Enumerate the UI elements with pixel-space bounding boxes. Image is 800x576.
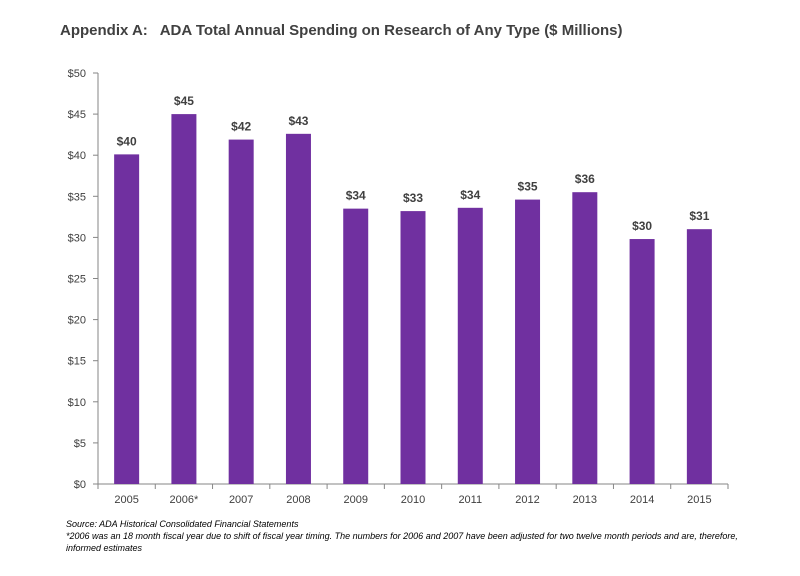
fiscal-year-note: *2006 was an 18 month fiscal year due to… — [66, 531, 738, 553]
bar-2005 — [114, 154, 140, 485]
x-tick-label: 2008 — [286, 494, 310, 506]
bar-chart: $0 $5 $10 $15 $20 $25 $30 $35 $40 $45 $50 2005 2006… — [68, 68, 729, 506]
x-axis: 2005 2006* 2007 2008 2009 2010 2011 2012 2013 201… — [97, 483, 729, 506]
y-tick-label: $0 — [74, 479, 86, 491]
y-tick-label: $30 — [68, 232, 86, 244]
x-tick-label: 2011 — [458, 494, 482, 506]
y-tick-label: $15 — [68, 356, 86, 368]
y-axis: $0 $5 $10 $15 $20 $25 $30 $35 $40 $45 $50 — [68, 68, 99, 491]
y-tick-label: $45 — [68, 109, 86, 121]
data-label: $34 — [460, 188, 480, 202]
y-tick-label: $20 — [68, 315, 86, 327]
x-tick-label: 2006* — [170, 494, 199, 506]
data-labels: $40 $45 $42 $43 $34 $33 $34 $35 $36 $30 $31 — [117, 94, 710, 233]
bars — [114, 114, 712, 485]
y-tick-label: $5 — [74, 438, 86, 450]
bar-2011 — [457, 207, 483, 485]
bar-2015 — [686, 229, 712, 484]
y-tick-label: $35 — [68, 191, 86, 203]
x-tick-label: 2015 — [687, 494, 711, 506]
bar-2008 — [285, 133, 311, 484]
bar-2010 — [400, 211, 426, 484]
bar-2014 — [629, 239, 655, 484]
data-label: $43 — [288, 114, 308, 128]
bar-2007 — [228, 139, 254, 484]
data-label: $40 — [117, 134, 137, 148]
data-label: $30 — [632, 219, 652, 233]
data-label: $31 — [689, 209, 709, 223]
data-label: $33 — [403, 191, 423, 205]
y-tick-label: $50 — [68, 68, 86, 80]
x-tick-label: 2012 — [515, 494, 539, 506]
data-label: $34 — [346, 189, 366, 203]
chart-title: Appendix A: ADA Total Annual Spending on… — [60, 22, 623, 39]
data-label: $35 — [518, 180, 538, 194]
x-tick-label: 2005 — [114, 494, 138, 506]
x-tick-label: 2013 — [573, 494, 597, 506]
source-note: Source: ADA Historical Consolidated Fina… — [66, 519, 299, 529]
x-tick-label: 2009 — [343, 494, 367, 506]
x-tick-label: 2007 — [229, 494, 253, 506]
bar-2006 — [171, 114, 197, 484]
footnotes: Source: ADA Historical Consolidated Fina… — [66, 518, 766, 554]
y-tick-label: $10 — [68, 397, 86, 409]
bar-2009 — [343, 208, 369, 484]
y-tick-label: $40 — [68, 150, 86, 162]
data-label: $45 — [174, 94, 194, 108]
y-tick-label: $25 — [68, 274, 86, 286]
data-label: $36 — [575, 172, 595, 186]
x-tick-label: 2010 — [401, 494, 425, 506]
data-label: $42 — [231, 120, 251, 134]
bar-2013 — [572, 192, 598, 484]
x-tick-label: 2014 — [630, 494, 654, 506]
bar-2012 — [515, 199, 541, 484]
